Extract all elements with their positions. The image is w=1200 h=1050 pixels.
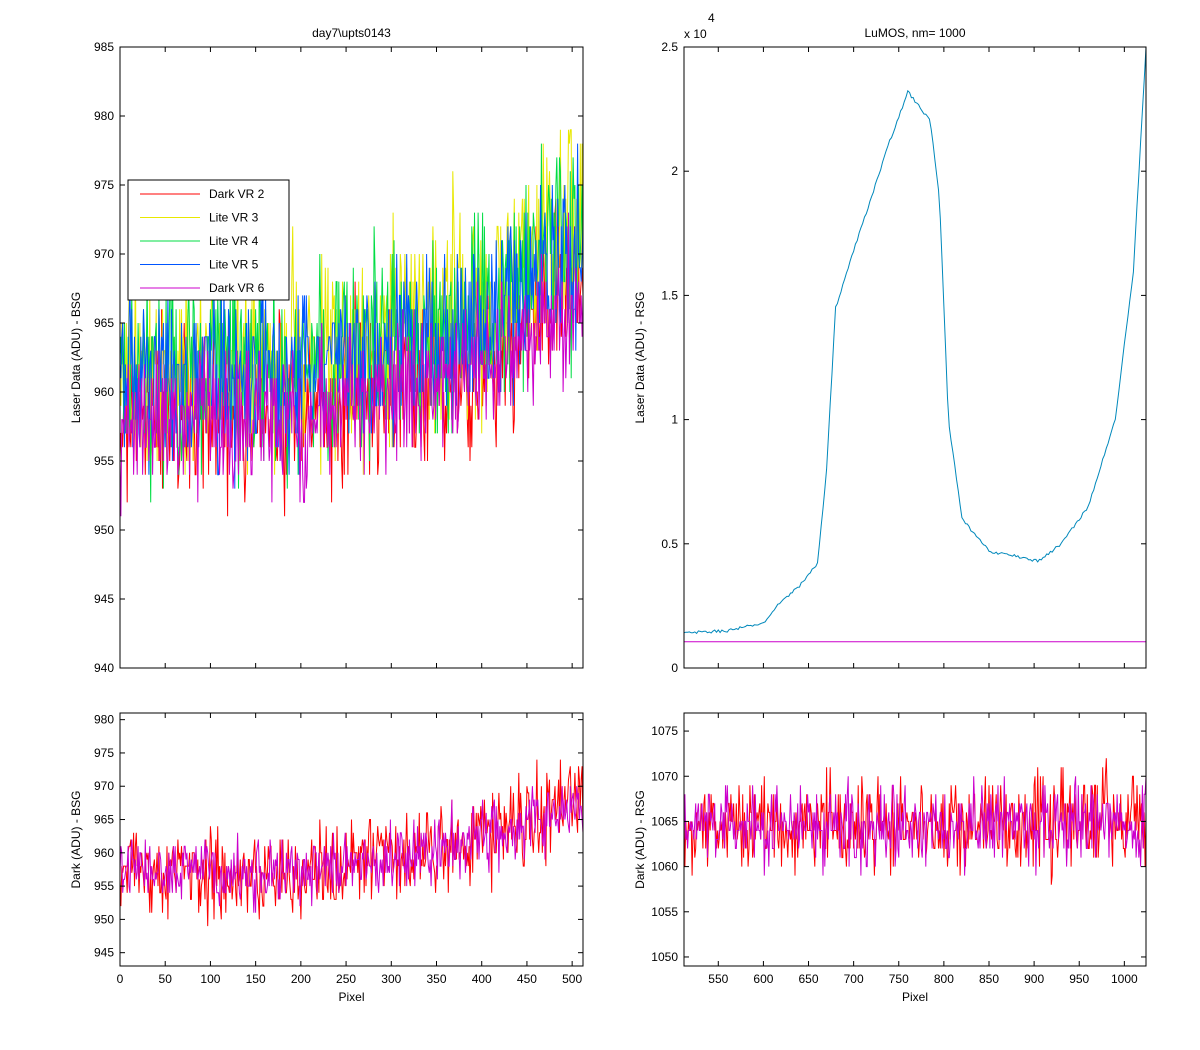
legend: Dark VR 2 Lite VR 3 Lite VR 4 Lite VR 5 Dark… [127,179,290,301]
y-tick-label: 955 [94,454,114,468]
x-tick-label: 300 [381,972,401,986]
y-tick-label: 960 [94,385,114,399]
series-line-1 [684,47,1146,635]
y-tick-label: 940 [94,661,114,675]
x-tick-label: 950 [1069,972,1089,986]
x-tick-label: 500 [562,972,582,986]
y-axis-label: Laser Data (ADU) - BSG [69,292,83,423]
y-tick-label: 975 [94,178,114,192]
y-tick-label: 975 [94,746,114,760]
y-tick-label: 965 [94,316,114,330]
y-axis-label: Laser Data (ADU) - RSG [633,291,647,423]
legend-entry: Lite VR 5 [209,258,259,272]
chart-title: day7\upts0143 [312,26,391,40]
chart-top-left: 940 945 950 955 960 965 970 975 980 985 day7\upts0… [69,26,584,675]
legend-entry: Lite VR 3 [209,211,259,225]
x-axis-label: Pixel [338,990,364,1004]
y-tick-label: 980 [94,109,114,123]
axes-frame [683,712,1147,967]
series-group [120,759,583,927]
y-tick-label: 950 [94,523,114,537]
chart-top-right: 0 0.5 1 1.5 2 2.5 LuMOS, nm= 1000 Laser Data (A… [633,11,1147,675]
y-tick-label: 1065 [651,814,678,828]
series-group [684,758,1146,885]
y-tick-label: 2.5 [661,40,678,54]
series-group [684,47,1146,643]
y-tick-label: 960 [94,846,114,860]
x-tick-label: 900 [1024,972,1044,986]
x-tick-label: 800 [934,972,954,986]
x-tick-label: 600 [753,972,773,986]
series-line-2 [684,776,1146,876]
y-tick-label: 1 [671,413,678,427]
y-tick-label: 0.5 [661,537,678,551]
x-tick-label: 750 [889,972,909,986]
y-tick-label: 985 [94,40,114,54]
series-line-2 [120,129,583,475]
y-multiplier: x 10 [684,27,707,41]
y-tick-label: 1.5 [661,288,678,302]
y-tick-label: 2 [671,164,678,178]
legend-entry: Lite VR 4 [209,234,259,248]
chart-title: LuMOS, nm= 1000 [864,26,965,40]
x-tick-label: 250 [336,972,356,986]
y-tick-label: 950 [94,912,114,926]
y-tick-label: 1050 [651,950,678,964]
chart-bottom-right: 1050 1055 1060 1065 1070 1075 550 600 650 700 750 8… [633,712,1147,1004]
x-tick-label: 850 [979,972,999,986]
y-axis-label: Dark (ADU) - RSG [633,790,647,889]
x-tick-label: 150 [246,972,266,986]
axes-frame [119,46,584,669]
y-tick-label: 970 [94,247,114,261]
y-tick-label: 945 [94,946,114,960]
axes-frame [119,712,584,967]
y-tick-label: 980 [94,713,114,727]
y-tick-label: 1070 [651,769,678,783]
y-tick-label: 965 [94,813,114,827]
series-group [120,129,583,517]
x-tick-label: 350 [426,972,446,986]
x-tick-label: 450 [517,972,537,986]
x-tick-label: 650 [799,972,819,986]
series-line-2 [120,786,583,913]
x-tick-label: 100 [200,972,220,986]
axes-frame [683,46,1147,669]
x-tick-label: 0 [117,972,124,986]
legend-entry: Dark VR 6 [209,281,265,295]
legend-entry: Dark VR 2 [209,187,265,201]
x-axis-label: Pixel [902,990,928,1004]
x-tick-label: 1000 [1111,972,1138,986]
y-tick-label: 1055 [651,905,678,919]
y-tick-label: 1075 [651,724,678,738]
legend-box [127,179,290,301]
y-tick-label: 955 [94,879,114,893]
x-tick-label: 200 [291,972,311,986]
y-tick-label: 945 [94,592,114,606]
chart-bottom-left: 945 950 955 960 965 970 975 980 0 50 100 150 200 250 3… [69,712,584,1004]
x-tick-label: 50 [159,972,173,986]
y-axis-label: Dark (ADU) - BSG [69,790,83,888]
y-tick-label: 1060 [651,860,678,874]
y-tick-label: 0 [671,661,678,675]
y-tick-label: 970 [94,779,114,793]
y-exponent: 4 [708,11,715,25]
x-tick-label: 700 [844,972,864,986]
series-line-5 [120,212,583,517]
x-tick-label: 550 [708,972,728,986]
x-tick-label: 400 [472,972,492,986]
plot-area [684,47,1146,668]
